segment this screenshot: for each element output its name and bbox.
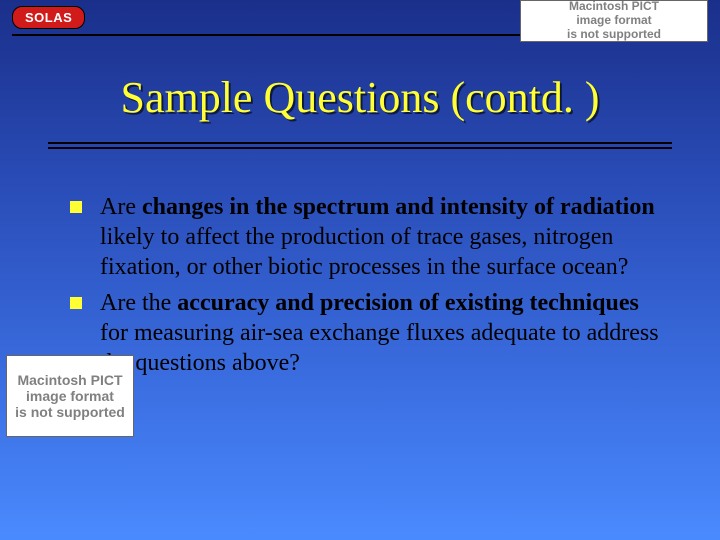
pict-line: is not supported [567, 28, 661, 42]
title-double-rule [48, 142, 672, 148]
bullet-bold: accuracy and precision of existing techn… [177, 290, 639, 316]
bullet-list: Are changes in the spectrum and intensit… [70, 192, 672, 384]
bullet-pre: Are [100, 194, 142, 220]
pict-placeholder-top: Macintosh PICT image format is not suppo… [520, 0, 708, 42]
badge-label: SOLAS [12, 6, 85, 29]
pict-placeholder-left: Macintosh PICT image format is not suppo… [6, 355, 134, 437]
header-badge: SOLAS [12, 6, 85, 29]
bullet-text: Are changes in the spectrum and intensit… [100, 192, 672, 282]
bullet-text: Are the accuracy and precision of existi… [100, 288, 672, 378]
pict-line: Macintosh PICT [17, 372, 122, 388]
pict-line: Macintosh PICT [569, 0, 659, 14]
bullet-post: likely to affect the production of trace… [100, 224, 628, 280]
bullet-square-icon [70, 297, 82, 309]
bullet-bold: changes in the spectrum and intensity of… [142, 194, 655, 220]
pict-line: is not supported [15, 404, 125, 420]
bullet-pre: Are the [100, 290, 177, 316]
bullet-square-icon [70, 201, 82, 213]
slide-title: Sample Questions (contd. ) [0, 72, 720, 123]
pict-line: image format [26, 388, 114, 404]
list-item: Are changes in the spectrum and intensit… [70, 192, 672, 282]
list-item: Are the accuracy and precision of existi… [70, 288, 672, 378]
bullet-post: for measuring air-sea exchange fluxes ad… [100, 320, 659, 376]
pict-line: image format [576, 14, 651, 28]
